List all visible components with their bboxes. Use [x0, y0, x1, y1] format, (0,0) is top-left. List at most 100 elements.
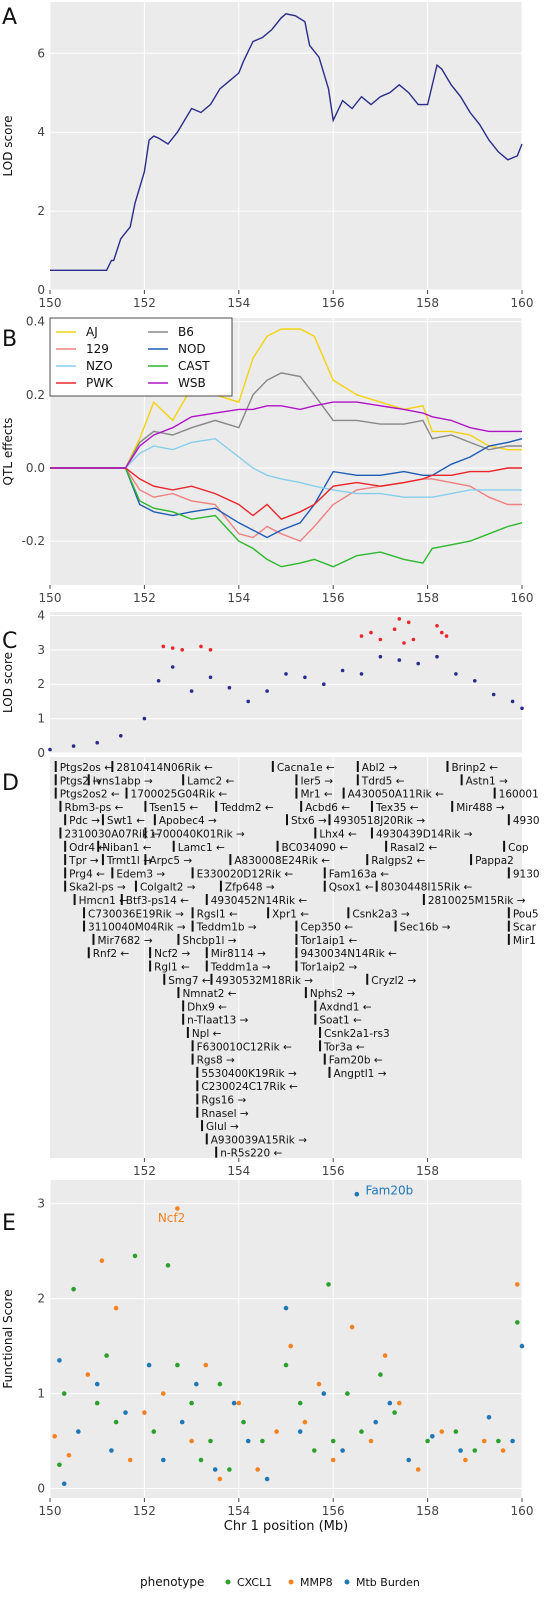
gene-bar [470, 854, 473, 866]
gene-label: n-R5s220 ← [220, 1148, 282, 1160]
gene-label: Astn1 → [466, 775, 508, 787]
gene-bar [97, 840, 100, 852]
phenotype-point [368, 1438, 374, 1444]
gene-bar [314, 827, 317, 839]
legend-label: 129 [86, 342, 109, 356]
phenotype-point [515, 1320, 520, 1325]
gene-label: Rnasel → [201, 1108, 249, 1120]
snp-point [119, 734, 123, 738]
snp-point [402, 641, 406, 645]
legend-label: NOD [178, 342, 206, 356]
gene-label: Nmnat2 ← [182, 988, 236, 1000]
gene-label: Npl ← [192, 1028, 222, 1040]
snp-point [208, 675, 213, 680]
gene-label: Ier5 → [300, 775, 333, 787]
snp-point [435, 624, 439, 628]
gene-label: Hmcn1 ← [79, 895, 129, 907]
snp-point [189, 689, 194, 693]
gene-bar [120, 894, 123, 905]
x-tick-label: 154 [227, 1504, 250, 1518]
x-tick-label: 152 [133, 296, 156, 310]
phenotype-point [345, 1391, 350, 1396]
gene-label: BC034090 ← [282, 842, 349, 854]
legend-label: MMP8 [300, 1576, 333, 1589]
gene-bar [319, 1040, 322, 1052]
phenotype-point [302, 1419, 308, 1425]
snp-point [48, 747, 52, 752]
gene-label: Tor3a ← [323, 1041, 365, 1053]
gene-label: 2310030A07Rik ← [64, 829, 160, 841]
phenotype-point [392, 1410, 397, 1415]
snp-point [510, 699, 515, 704]
gene-bar [54, 787, 57, 799]
gene-bar [144, 800, 147, 812]
y-tick-label: 6 [37, 46, 45, 60]
gene-bar [101, 814, 104, 826]
x-tick-label: 154 [227, 1164, 250, 1178]
effect-line-nzo [50, 437, 522, 498]
gene-label: Ptgs2os2 ← [60, 789, 120, 801]
phenotype-point [123, 1410, 128, 1415]
legend: phenotype CXCL1 MMP8 Mtb Burden [140, 1575, 420, 1589]
snp-point [378, 654, 383, 659]
gene-bar [64, 880, 67, 892]
snp-point [444, 634, 449, 638]
x-tick-label: 152 [133, 1504, 156, 1518]
gene-bar [196, 1093, 199, 1105]
gene-bar [144, 854, 147, 866]
gene-bar [205, 947, 208, 959]
gene-label: Niban1 ← [102, 842, 152, 854]
gene-label: Cop [508, 842, 529, 854]
x-tick-label: 150 [39, 1504, 62, 1518]
snp-point [199, 644, 203, 649]
phenotype-point [458, 1448, 463, 1453]
gene-label: Tor1aip2 → [299, 962, 357, 974]
gene-label: Ncf2 → [154, 948, 190, 960]
phenotype-point [406, 1457, 412, 1463]
legend-label: CXCL1 [237, 1576, 272, 1589]
x-tick-label: 156 [322, 591, 345, 605]
gene-bar [182, 1013, 185, 1025]
gene-label: Teddm2 ← [219, 802, 274, 814]
gene-bar [205, 1133, 208, 1145]
gene-label: Tpr → [68, 855, 99, 867]
phenotype-point [179, 1419, 185, 1425]
gene-bar [267, 907, 270, 919]
gene-bar [205, 894, 208, 905]
phenotype-point [378, 1372, 383, 1377]
legend-label: NZO [86, 359, 113, 373]
point-annotation: Ncf2 [158, 1211, 185, 1225]
gene-bar [366, 854, 369, 866]
phenotype-point [52, 1434, 57, 1439]
phenotype-point [57, 1358, 62, 1363]
gene-bar [507, 814, 510, 826]
gene-label: Teddm1a → [210, 962, 271, 974]
panel-label-c: C [2, 629, 17, 654]
legend-label: PWK [86, 376, 114, 390]
gene-label: Rgs16 → [201, 1095, 246, 1107]
gene-label: 2810414N06Rik ← [116, 762, 213, 774]
gene-label: 4930 [513, 815, 540, 827]
gene-bar [328, 1066, 331, 1078]
gene-bar [219, 880, 222, 892]
snp-point [440, 630, 444, 635]
gene-label: Acbd6 ← [305, 802, 350, 814]
snp-point [284, 672, 288, 676]
phenotype-point [113, 1419, 119, 1425]
gene-bar [507, 933, 510, 945]
phenotype-point [255, 1467, 260, 1472]
snp-point [322, 682, 326, 686]
panel-e: 150 152 154 156 158 160 0 1 2 3 Functional Score Nc… [1, 1180, 533, 1589]
phenotype-point [227, 1467, 232, 1472]
phenotype-point [245, 1438, 251, 1444]
snp-point [435, 654, 439, 659]
phenotype-point [260, 1438, 265, 1444]
plot-background [50, 1180, 522, 1498]
snp-point [491, 692, 496, 697]
phenotype-point [189, 1438, 194, 1444]
gene-bar [191, 867, 194, 879]
x-tick-label: 150 [39, 296, 62, 310]
gene-bar [101, 854, 104, 866]
gene-bar [276, 840, 279, 852]
gene-bar [295, 933, 298, 945]
